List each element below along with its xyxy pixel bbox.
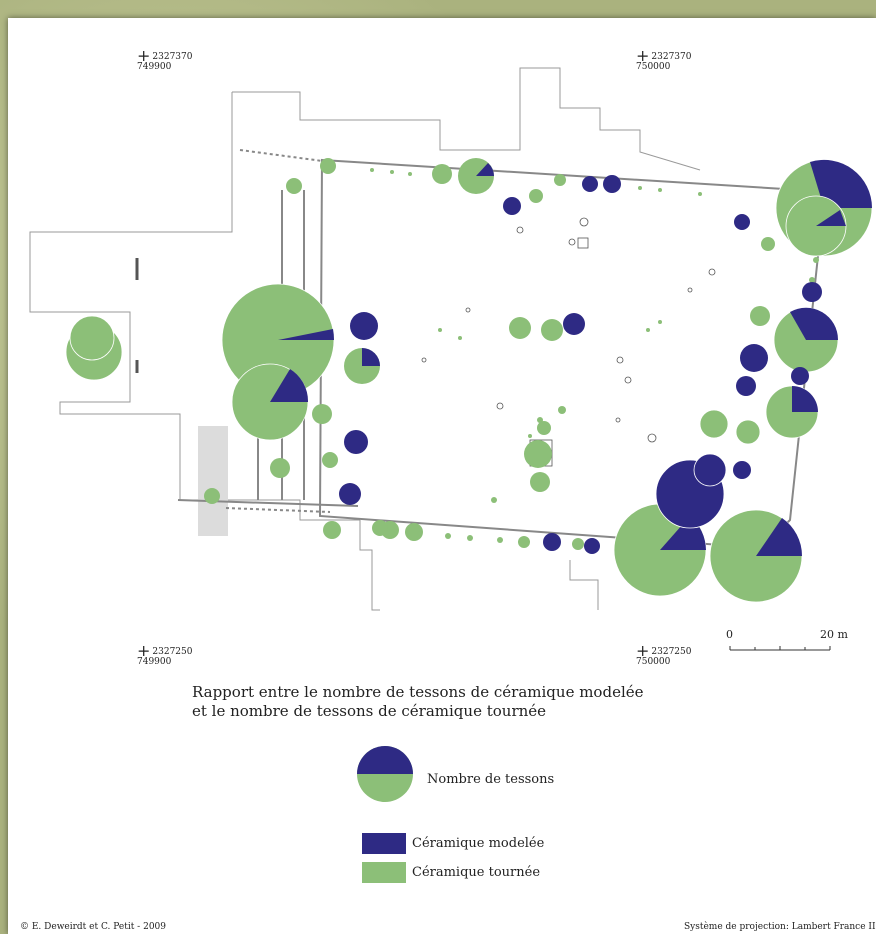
projection-note: Système de projection: Lambert France II	[684, 922, 876, 932]
excavation-outlines	[29, 67, 701, 611]
pie-se-cluster	[655, 409, 761, 529]
scale-bar	[729, 646, 831, 651]
legend-tournee-label: Céramique tournée	[412, 865, 541, 880]
legend-modelee-label: Céramique modelée	[412, 836, 545, 851]
credit: © E. Deweirdt et C. Petit - 2009	[20, 922, 166, 932]
legend-size-label: Nombre de tessons	[427, 772, 555, 787]
coord-top-right: +2327370 750000	[636, 46, 692, 73]
legend-tournee-swatch	[362, 862, 406, 883]
map-title: Rapport entre le nombre de tessons de cé…	[192, 683, 712, 721]
pie-se-1	[709, 509, 803, 603]
pie-ne-2	[785, 195, 847, 257]
pie-north	[432, 158, 621, 215]
pie-west-small	[204, 158, 380, 505]
scale-start-label: 0	[726, 628, 733, 641]
pie-far-west	[65, 315, 123, 381]
pie-south	[323, 520, 600, 554]
pie-charts	[65, 158, 873, 603]
outline-features	[421, 217, 716, 467]
pie-east-1	[773, 307, 839, 373]
coord-bottom-right: +2327250 750000	[636, 641, 692, 668]
pie-large-west	[221, 283, 335, 397]
pie-center	[509, 313, 585, 492]
map-title-line1: Rapport entre le nombre de tessons de cé…	[192, 683, 644, 701]
pie-east-2	[765, 385, 819, 439]
coord-bottom-left: +2327250 749900	[137, 641, 193, 668]
legend-symbol-circle	[357, 746, 413, 802]
pie-east-small	[734, 214, 822, 396]
gray-zone	[198, 426, 228, 536]
legend-modelee-swatch	[362, 833, 406, 854]
coord-top-left: +2327370 749900	[137, 46, 193, 73]
scale-end-label: 20 m	[820, 628, 848, 641]
map-title-line2: et le nombre de tessons de céramique tou…	[192, 702, 547, 720]
pie-west-2	[231, 363, 309, 441]
